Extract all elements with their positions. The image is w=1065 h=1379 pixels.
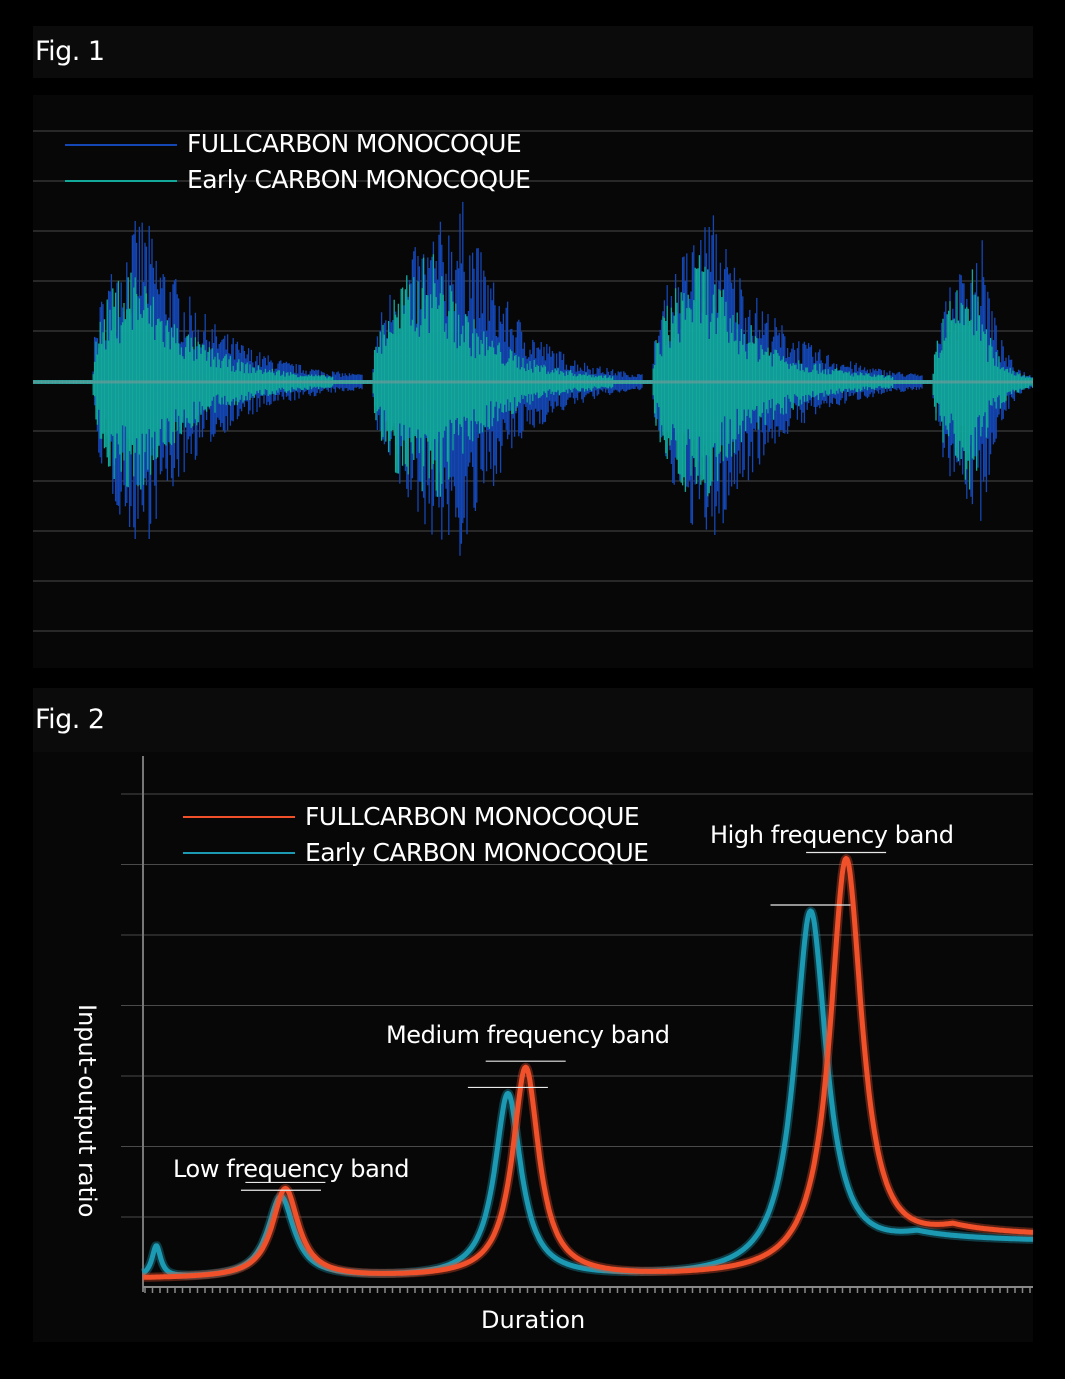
fig2-x-ticks [144,1287,1031,1293]
annotation-high-band: High frequency band [710,821,954,849]
x-axis-label: Duration [481,1306,586,1334]
fig1-chart: FULLCARBON MONOCOQUE Early CARBON MONOCO… [33,95,1033,668]
fig2-label: Fig. 2 [35,704,105,735]
fig1-series-early [33,254,1033,497]
fig1-label: Fig. 1 [35,36,105,67]
fig1-waveform [33,254,1033,497]
fig1-legend-fullcarbon: FULLCARBON MONOCOQUE [187,129,522,158]
annotation-medium-band: Medium frequency band [386,1021,670,1049]
fig2-legend-fullcarbon: FULLCARBON MONOCOQUE [305,802,640,831]
fig2-header: Fig. 2 [33,688,1033,752]
y-axis-label: Input-output ratio [73,1004,101,1218]
fig2-plot [121,756,1033,1293]
fig2-chart: FULLCARBON MONOCOQUE Early CARBON MONOCO… [33,752,1033,1342]
annotation-low-band: Low frequency band [173,1155,410,1183]
fig2-legend-early: Early CARBON MONOCOQUE [305,838,649,867]
fig1-plot [33,130,1033,632]
fig2-series-fullcarbon [141,856,1033,1280]
fig2-series-early [141,908,1033,1278]
fig1-legend-early: Early CARBON MONOCOQUE [187,165,531,194]
fig1-header: Fig. 1 [33,26,1033,78]
